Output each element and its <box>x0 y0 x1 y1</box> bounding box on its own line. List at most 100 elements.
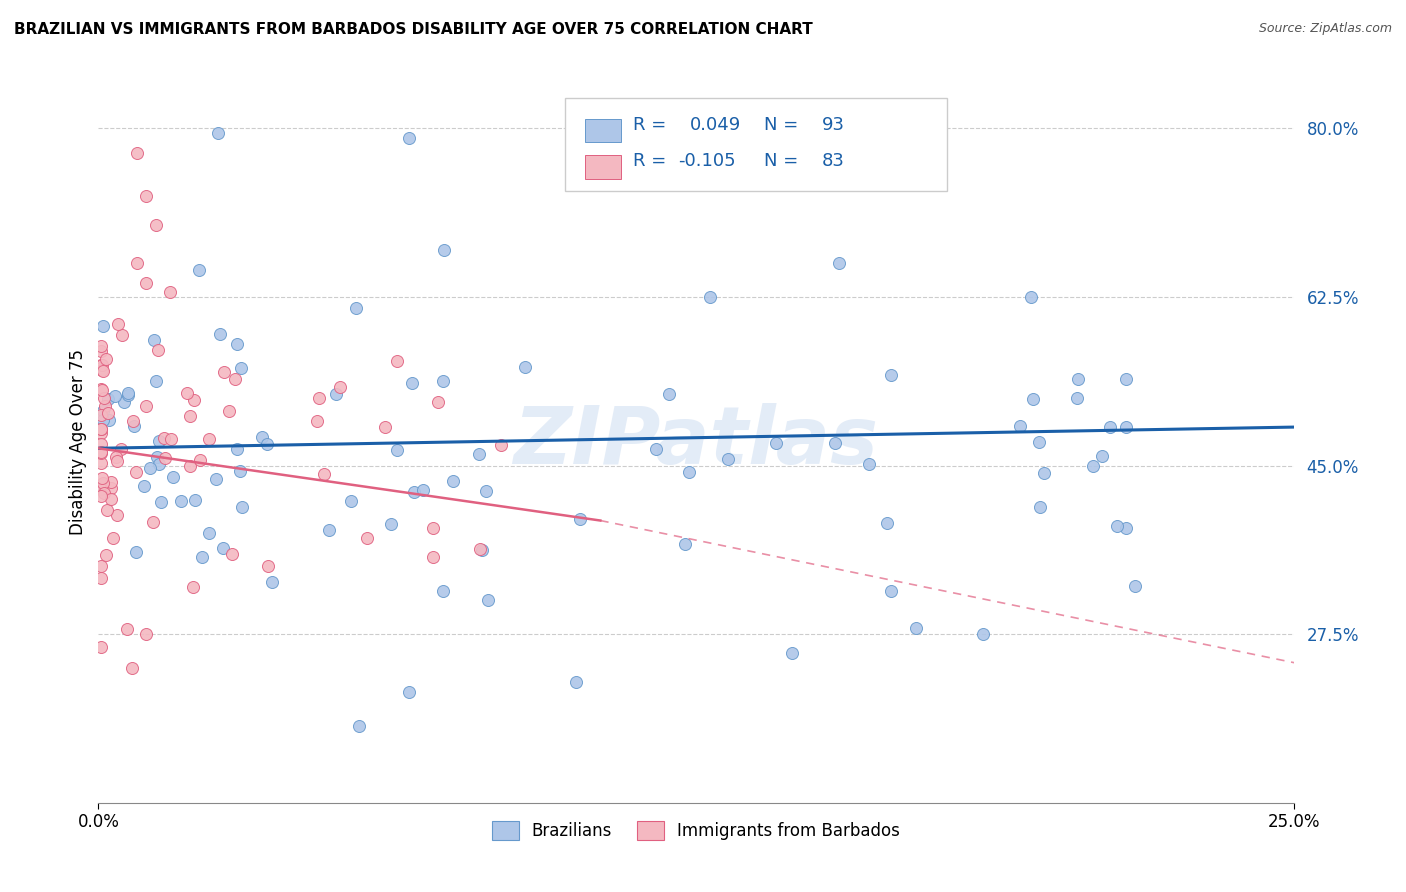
Point <box>90 383 112 397</box>
Point <box>404 484 426 499</box>
Point <box>256 437 278 451</box>
Point <box>1091 449 1114 463</box>
Point <box>96 548 118 562</box>
Point <box>225 337 247 351</box>
Point <box>468 542 491 557</box>
Point <box>427 394 450 409</box>
Point <box>422 521 444 535</box>
Point <box>153 431 176 445</box>
Point <box>432 374 454 388</box>
Point <box>188 263 211 277</box>
Point <box>356 531 378 545</box>
Point <box>257 558 280 573</box>
Point <box>250 430 273 444</box>
Text: 93: 93 <box>821 116 845 134</box>
Point <box>211 541 233 555</box>
Point <box>100 492 122 507</box>
Point <box>94 400 117 414</box>
Point <box>90 425 112 440</box>
Point <box>412 483 434 497</box>
Point <box>125 466 148 480</box>
Point <box>90 490 112 504</box>
Point <box>1010 419 1032 434</box>
Point <box>828 165 851 179</box>
Text: 83: 83 <box>821 153 845 170</box>
Point <box>1067 372 1090 386</box>
Point <box>880 583 903 598</box>
Point <box>124 545 146 559</box>
Point <box>513 360 536 375</box>
Point <box>170 494 193 508</box>
Point <box>318 523 340 537</box>
Point <box>1066 391 1088 405</box>
Point <box>135 399 157 413</box>
Point <box>568 511 591 525</box>
Point <box>121 661 143 675</box>
Point <box>150 495 173 509</box>
Point <box>1105 519 1128 533</box>
Point <box>93 476 115 491</box>
Point <box>207 126 229 140</box>
Text: Source: ZipAtlas.com: Source: ZipAtlas.com <box>1258 22 1392 36</box>
Point <box>433 243 456 257</box>
Point <box>218 404 240 418</box>
Point <box>489 438 512 452</box>
Point <box>117 388 139 402</box>
Point <box>97 392 120 406</box>
Point <box>105 450 128 464</box>
Point <box>121 414 143 428</box>
Text: R =: R = <box>633 153 672 170</box>
Point <box>401 376 423 391</box>
Point <box>658 387 681 401</box>
Point <box>105 508 128 522</box>
Point <box>1123 579 1146 593</box>
Point <box>565 675 588 690</box>
Point <box>972 627 994 641</box>
Point <box>90 558 112 573</box>
Point <box>90 457 112 471</box>
Point <box>90 471 112 485</box>
Point <box>90 445 112 459</box>
Point <box>1115 372 1137 386</box>
Point <box>90 359 112 373</box>
Point <box>229 464 252 478</box>
Point <box>224 372 246 386</box>
Point <box>699 290 721 304</box>
Point <box>880 368 903 382</box>
Text: ZIPatlas: ZIPatlas <box>513 402 879 481</box>
Point <box>374 420 396 434</box>
Point <box>329 380 352 394</box>
Point <box>1115 521 1137 535</box>
Point <box>97 405 120 419</box>
Point <box>111 327 134 342</box>
Point <box>181 581 204 595</box>
Point <box>162 469 184 483</box>
Point <box>90 640 112 655</box>
Point <box>91 364 114 378</box>
Point <box>828 256 851 270</box>
Point <box>90 408 112 422</box>
Point <box>780 647 803 661</box>
Point <box>477 593 499 607</box>
Point <box>148 343 170 357</box>
Point <box>1028 435 1050 450</box>
Point <box>90 483 112 497</box>
Point <box>135 627 157 641</box>
Point <box>305 414 328 428</box>
Point <box>132 478 155 492</box>
Text: -0.105: -0.105 <box>678 153 735 170</box>
Point <box>1029 500 1052 515</box>
Point <box>1081 458 1104 473</box>
Point <box>91 404 114 418</box>
Point <box>183 392 205 407</box>
Point <box>90 422 112 436</box>
Point <box>191 550 214 565</box>
Point <box>678 465 700 479</box>
Point <box>142 515 165 529</box>
Point <box>475 483 498 498</box>
FancyBboxPatch shape <box>565 98 948 191</box>
Text: N =: N = <box>763 116 804 134</box>
Point <box>197 525 219 540</box>
Point <box>145 218 167 232</box>
Text: BRAZILIAN VS IMMIGRANTS FROM BARBADOS DISABILITY AGE OVER 75 CORRELATION CHART: BRAZILIAN VS IMMIGRANTS FROM BARBADOS DI… <box>14 22 813 37</box>
